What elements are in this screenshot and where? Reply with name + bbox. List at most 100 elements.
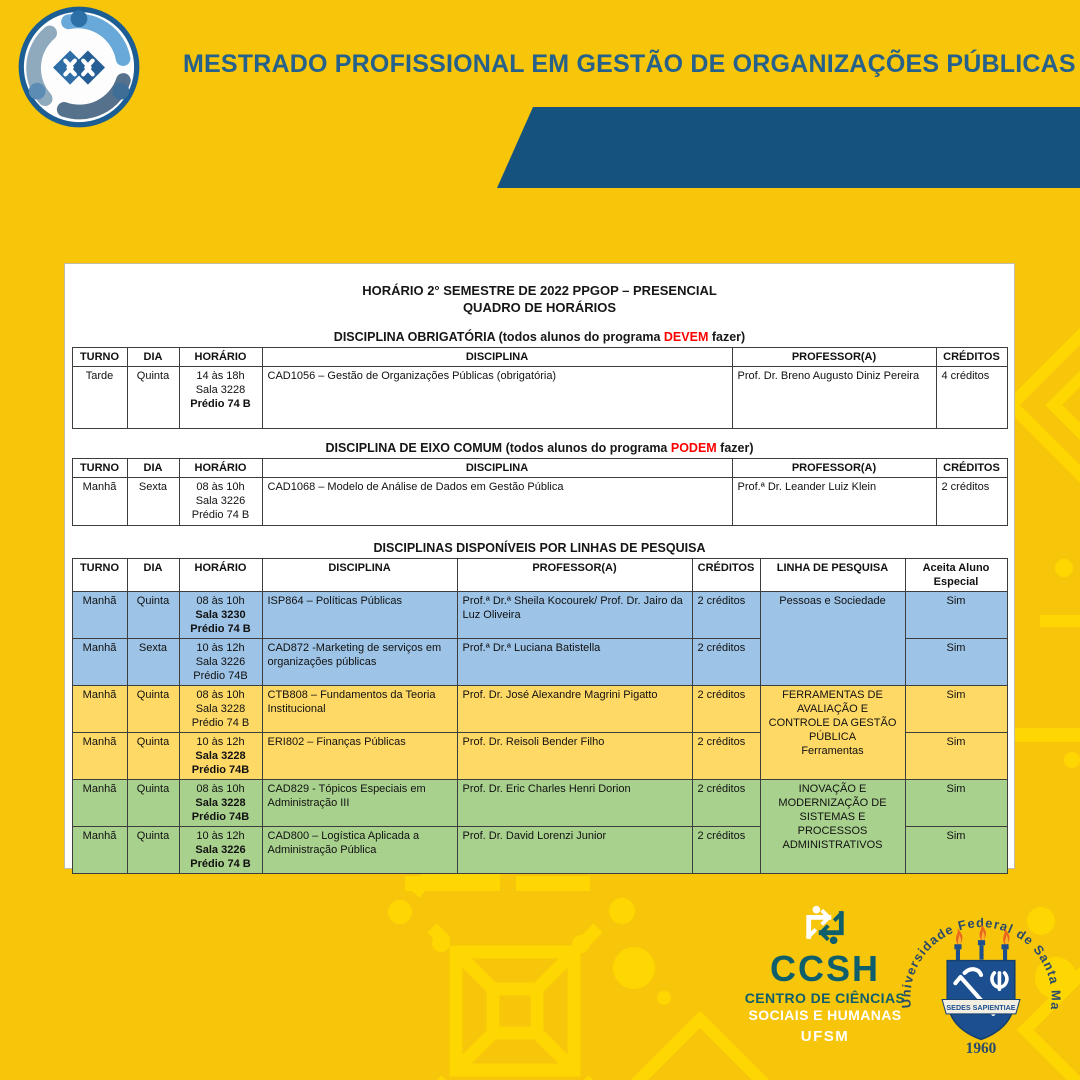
horario-building: Prédio 74B — [191, 811, 250, 823]
cell-aceita: Sim — [904, 732, 1008, 780]
ccsh-icon — [802, 901, 848, 949]
horario-room: Sala 3230 — [195, 609, 246, 621]
seal-year: 1960 — [966, 1040, 997, 1057]
caption-text: DISCIPLINA OBRIGATÓRIA (todos alunos do … — [333, 330, 664, 344]
cell-linha-pesquisa: Pessoas e Sociedade — [759, 591, 906, 686]
header-parallelogram — [497, 107, 1080, 188]
caption-text: DISCIPLINA DE EIXO COMUM (todos alunos d… — [325, 441, 671, 455]
seal-banner-text: SEDES SAPIENTIAE — [946, 1004, 1015, 1012]
cell-horario: 08 às 10h Sala 3228 Prédio 74 B — [178, 685, 263, 733]
cell-turno: Manhã — [71, 732, 128, 780]
horario-room: Sala 3228 — [195, 703, 246, 715]
horario-building: Prédio 74 B — [191, 509, 250, 521]
doc-heading-line2: QUADRO DE HORÁRIOS — [462, 300, 617, 315]
page-title: MESTRADO PROFISSIONAL EM GESTÃO DE ORGAN… — [183, 50, 1076, 78]
horario-building: Prédio 74 B — [190, 398, 251, 410]
cell-dia: Sexta — [126, 638, 180, 686]
col-dia: DIA — [126, 558, 180, 592]
cell-turno: Manhã — [71, 591, 128, 639]
horario-time: 10 às 12h — [196, 830, 245, 842]
cell-aceita: Sim — [904, 591, 1008, 639]
col-disciplina: DISCIPLINA — [261, 347, 733, 367]
col-creditos: CRÉDITOS — [935, 347, 1008, 367]
horario-room: Sala 3226 — [195, 656, 246, 668]
table-header-row: TURNO DIA HORÁRIO DISCIPLINA PROFESSOR(A… — [71, 458, 1008, 478]
ccsh-logo: CCSH CENTRO DE CIÊNCIAS SOCIAIS E HUMANA… — [741, 901, 909, 1046]
cell-dia: Quinta — [126, 779, 180, 827]
horario-building: Prédio 74B — [193, 670, 248, 682]
cell-professor: Prof.ª Dr. Leander Luiz Klein — [731, 477, 937, 526]
col-horario: HORÁRIO — [178, 558, 263, 592]
seal-torches — [954, 923, 1010, 964]
cell-professor: Prof. Dr. José Alexandre Magrini Pigatto — [456, 685, 693, 733]
cell-creditos: 4 créditos — [935, 366, 1008, 429]
schedule-sheet: HORÁRIO 2° SEMESTRE DE 2022 PPGOP – PRES… — [64, 263, 1015, 874]
horario-room: Sala 3228 — [195, 750, 246, 762]
horario-room: Sala 3228 — [195, 797, 246, 809]
cell-creditos: 2 créditos — [691, 779, 761, 827]
cell-disciplina: CAD1068 – Modelo de Análise de Dados em … — [261, 477, 733, 526]
col-turno: TURNO — [71, 458, 128, 478]
col-disciplina: DISCIPLINA — [261, 558, 458, 592]
table-row: Manhã Quinta 08 às 10h Sala 3230 Prédio … — [71, 591, 1008, 686]
cell-turno: Manhã — [71, 779, 128, 827]
col-dia: DIA — [126, 458, 180, 478]
cell-aceita: Sim — [904, 826, 1008, 874]
mandatory-course-caption: DISCIPLINA OBRIGATÓRIA (todos alunos do … — [65, 330, 1014, 344]
cell-horario: 08 às 10h Sala 3226 Prédio 74 B — [178, 477, 263, 526]
horario-room: Sala 3226 — [195, 495, 246, 507]
col-professor: PROFESSOR(A) — [731, 458, 937, 478]
cell-disciplina: CAD1056 – Gestão de Organizações Pública… — [261, 366, 733, 429]
cell-disciplina: ERI802 – Finanças Públicas — [261, 732, 458, 780]
table-header-row: TURNO DIA HORÁRIO DISCIPLINA PROFESSOR(A… — [71, 558, 1008, 592]
horario-time: 10 às 12h — [196, 642, 245, 654]
cell-horario: 10 às 12h Sala 3228 Prédio 74B — [178, 732, 263, 780]
cell-horario: 10 às 12h Sala 3226 Prédio 74B — [178, 638, 263, 686]
cell-professor: Prof.ª Dr.ª Sheila Kocourek/ Prof. Dr. J… — [456, 591, 693, 639]
cell-horario: 08 às 10h Sala 3230 Prédio 74 B — [178, 591, 263, 639]
cell-disciplina: CAD829 - Tópicos Especiais em Administra… — [261, 779, 458, 827]
cell-turno: Manhã — [71, 826, 128, 874]
table-header-row: TURNO DIA HORÁRIO DISCIPLINA PROFESSOR(A… — [71, 347, 1008, 367]
mandatory-course-table: TURNO DIA HORÁRIO DISCIPLINA PROFESSOR(A… — [71, 347, 1008, 429]
table-row: Manhã Quinta 10 às 12h Sala 3226 Prédio … — [71, 826, 1008, 874]
horario-time: 08 às 10h — [196, 783, 245, 795]
research-lines-table: TURNO DIA HORÁRIO DISCIPLINA PROFESSOR(A… — [71, 558, 1008, 874]
horario-room: Sala 3226 — [195, 844, 246, 856]
caption-text: fazer) — [716, 441, 754, 455]
cell-dia: Quinta — [126, 591, 180, 639]
col-horario: HORÁRIO — [178, 458, 263, 478]
ppgop-logo-icon — [16, 4, 142, 130]
cell-creditos: 2 créditos — [691, 638, 761, 686]
table-row: Manhã Quinta 08 às 10h Sala 3228 Prédio … — [71, 779, 1008, 874]
cell-disciplina: CTB808 – Fundamentos da Teoria Instituci… — [261, 685, 458, 733]
horario-time: 10 às 12h — [196, 736, 245, 748]
cell-disciplina: ISP864 – Políticas Públicas — [261, 591, 458, 639]
horario-time: 08 às 10h — [196, 481, 245, 493]
col-horario: HORÁRIO — [178, 347, 263, 367]
cell-dia: Quinta — [126, 685, 180, 733]
caption-highlight: DEVEM — [663, 330, 709, 344]
ccsh-line1: CENTRO DE CIÊNCIAS — [744, 990, 906, 1006]
ccsh-acronym-ufsm: UFSM — [800, 1028, 850, 1045]
col-turno: TURNO — [71, 558, 128, 592]
col-creditos: CRÉDITOS — [691, 558, 761, 592]
cell-linha-pesquisa: FERRAMENTAS DE AVALIAÇÃO E CONTROLE DA G… — [759, 685, 906, 780]
horario-time: 08 às 10h — [196, 689, 245, 701]
cell-professor: Prof. Dr. David Lorenzi Junior — [456, 826, 693, 874]
cell-professor: Prof. Dr. Reisoli Bender Filho — [456, 732, 693, 780]
col-creditos: CRÉDITOS — [935, 458, 1008, 478]
horario-building: Prédio 74B — [191, 764, 250, 776]
table-row: Manhã Sexta 10 às 12h Sala 3226 Prédio 7… — [71, 638, 1008, 686]
cell-dia: Quinta — [126, 732, 180, 780]
cell-turno: Manhã — [71, 477, 128, 526]
caption-text: fazer) — [708, 330, 746, 344]
horario-building: Prédio 74 B — [191, 717, 250, 729]
cell-aceita: Sim — [904, 779, 1008, 827]
common-axis-caption: DISCIPLINA DE EIXO COMUM (todos alunos d… — [65, 441, 1014, 455]
cell-aceita: Sim — [904, 638, 1008, 686]
cell-aceita: Sim — [904, 685, 1008, 733]
cell-turno: Manhã — [71, 685, 128, 733]
